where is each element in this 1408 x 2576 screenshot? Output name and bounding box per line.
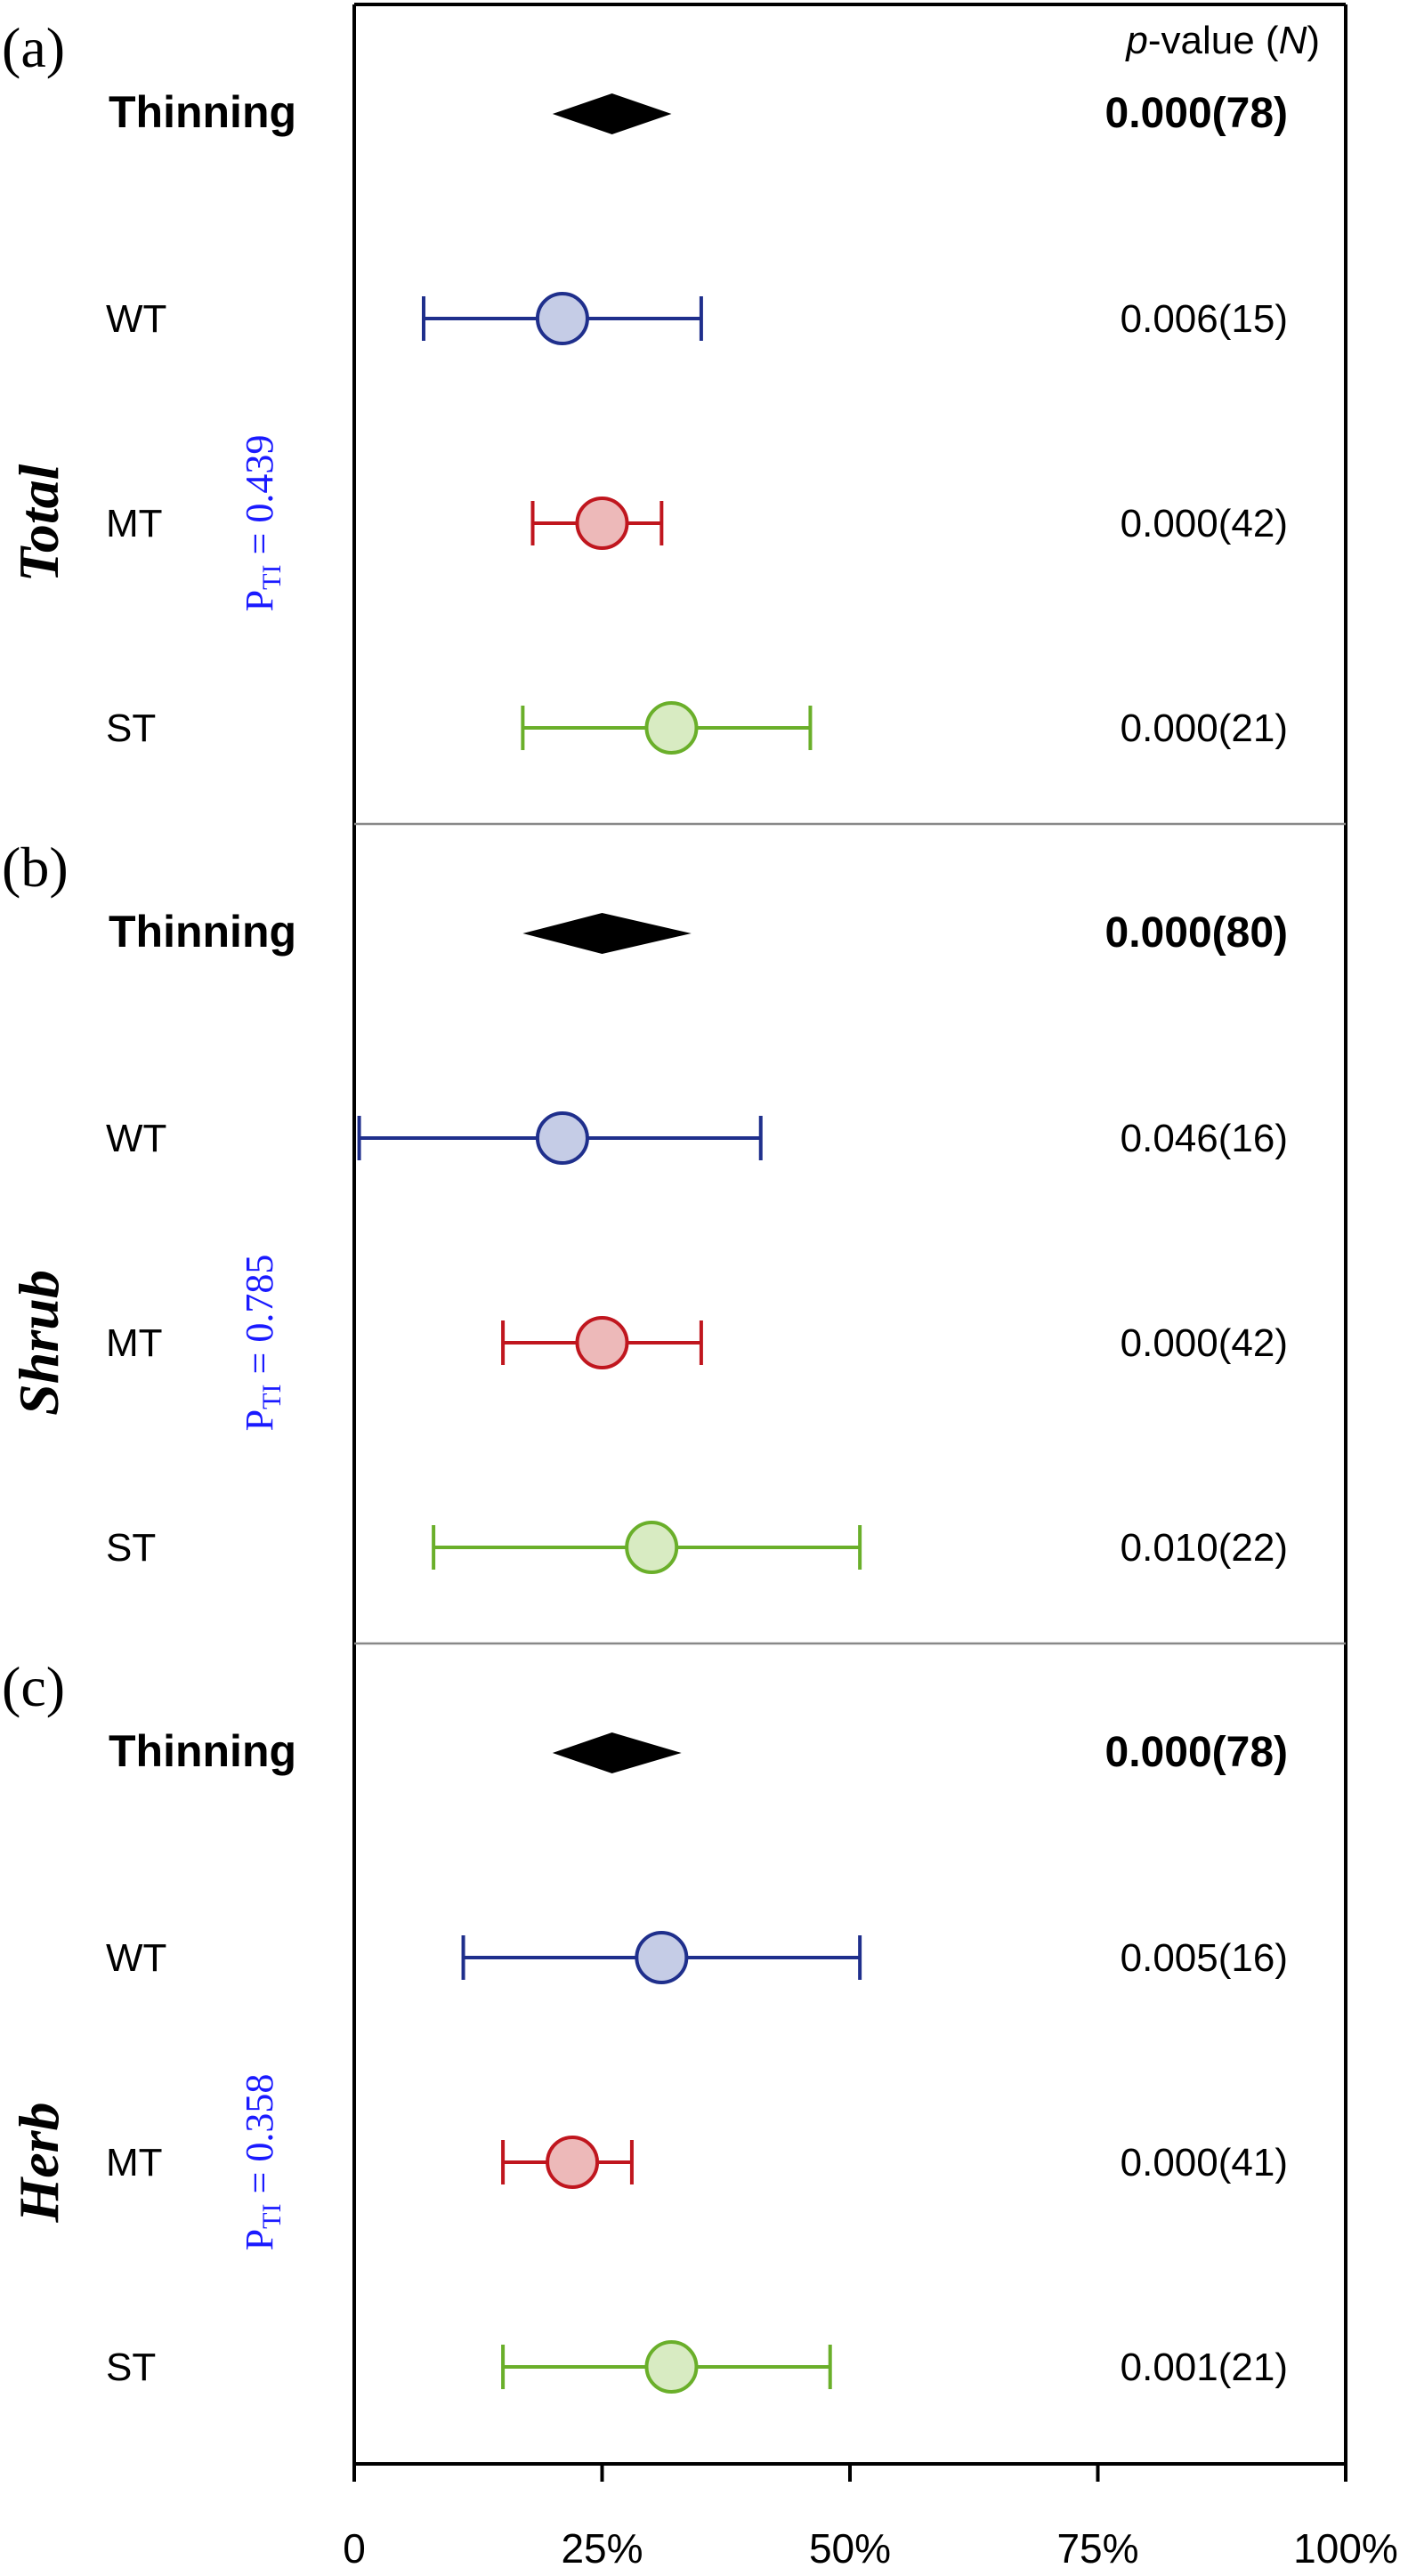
summary-diamond — [522, 913, 692, 954]
row-wt: WT 0.005(16) — [106, 1931, 1288, 1984]
p-ti-label: PTI = 0.358 — [238, 2074, 287, 2251]
mean-point — [575, 497, 629, 550]
p-ti-value: = 0.358 — [238, 2074, 281, 2204]
mean-point — [546, 2136, 600, 2189]
mean-point — [635, 1931, 689, 1984]
pvalue-text: 0.010(22) — [1121, 1526, 1288, 1570]
pvalue-text: 0.000(41) — [1121, 2141, 1288, 2184]
summary-diamond — [552, 93, 672, 134]
row-wt: WT 0.046(16) — [106, 1111, 1288, 1165]
row-label: WT — [106, 297, 166, 341]
p-ti-symbol: P — [238, 2229, 281, 2250]
p-ti-value: = 0.785 — [238, 1255, 281, 1385]
row-label: MT — [106, 1321, 163, 1365]
mean-point — [535, 1111, 589, 1165]
x-tick-label: 100% — [1293, 2525, 1398, 2572]
row-label: WT — [106, 1117, 166, 1160]
panel-title: Total — [7, 464, 70, 582]
panel-shrub: (b) Shrub PTI = 0.785 Thinning 0.000(80) WT 0.… — [2, 822, 1346, 1574]
mean-point — [535, 292, 589, 345]
panel-tag: (a) — [2, 16, 65, 79]
row-label: MT — [106, 2141, 163, 2184]
summary-diamond — [552, 1732, 682, 1773]
panel-total: (a) Total PTI = 0.439 Thinning 0.000(78) WT 0.… — [2, 16, 1288, 755]
pvalue-text: 0.001(21) — [1121, 2346, 1288, 2389]
row-label: Thinning — [109, 87, 296, 137]
pvalue-text: 0.046(16) — [1121, 1117, 1288, 1160]
row-st: ST 0.000(21) — [106, 701, 1288, 755]
pvalue-text: 0.000(78) — [1105, 90, 1288, 137]
row-thinning: Thinning 0.000(78) — [109, 87, 1288, 137]
row-label: MT — [106, 502, 163, 545]
pvalue-text: 0.005(16) — [1121, 1936, 1288, 1980]
p-ti-subscript: TI — [257, 565, 287, 590]
row-mt: MT 0.000(42) — [106, 1316, 1288, 1369]
row-thinning: Thinning 0.000(78) — [109, 1726, 1288, 1776]
mean-point — [644, 2340, 699, 2394]
row-st: ST 0.001(21) — [106, 2340, 1288, 2394]
p-ti-subscript: TI — [257, 1385, 287, 1409]
x-tick-label: 0 — [343, 2525, 366, 2572]
row-label: ST — [106, 1526, 156, 1570]
p-ti-value: = 0.439 — [238, 435, 281, 565]
x-tick-label: 75% — [1056, 2525, 1138, 2572]
pvalue-text: 0.006(15) — [1121, 297, 1288, 341]
row-label: ST — [106, 2346, 156, 2389]
row-thinning: Thinning 0.000(80) — [109, 907, 1288, 957]
row-label: WT — [106, 1936, 166, 1980]
panel-tag: (c) — [2, 1655, 65, 1718]
pvalue-text: 0.000(42) — [1121, 1321, 1288, 1365]
mean-point — [575, 1316, 629, 1369]
row-label: Thinning — [109, 907, 296, 957]
row-wt: WT 0.006(15) — [106, 292, 1288, 345]
pvalue-text: 0.000(80) — [1105, 909, 1288, 957]
pvalue-text: 0.000(42) — [1121, 502, 1288, 545]
row-label: Thinning — [109, 1726, 296, 1776]
x-tick-label: 50% — [809, 2525, 891, 2572]
mean-point — [644, 701, 699, 755]
x-axis: 0 25% 50% 75% 100% — [343, 2464, 1398, 2572]
row-st: ST 0.010(22) — [106, 1521, 1288, 1574]
panel-title: Herb — [7, 2102, 70, 2223]
mean-point — [625, 1521, 679, 1574]
panel-title: Shrub — [7, 1270, 70, 1416]
pvalue-text: 0.000(78) — [1105, 1729, 1288, 1776]
row-mt: MT 0.000(42) — [106, 497, 1288, 550]
p-ti-label: PTI = 0.785 — [238, 1255, 287, 1432]
p-ti-symbol: P — [238, 1409, 281, 1431]
x-tick-label: 25% — [561, 2525, 643, 2572]
row-label: ST — [106, 707, 156, 750]
p-ti-label: PTI = 0.439 — [238, 435, 287, 612]
row-mt: MT 0.000(41) — [106, 2136, 1288, 2189]
panel-herb: (c) Herb PTI = 0.358 Thinning 0.000(78) WT 0.0… — [2, 1642, 1346, 2394]
p-ti-symbol: P — [238, 590, 281, 611]
pvalue-header: p-value (N) — [1124, 19, 1320, 62]
p-ti-subscript: TI — [257, 2204, 287, 2229]
plot-frame — [352, 3, 1347, 2466]
pvalue-text: 0.000(21) — [1121, 707, 1288, 750]
panel-tag: (b) — [2, 836, 69, 899]
